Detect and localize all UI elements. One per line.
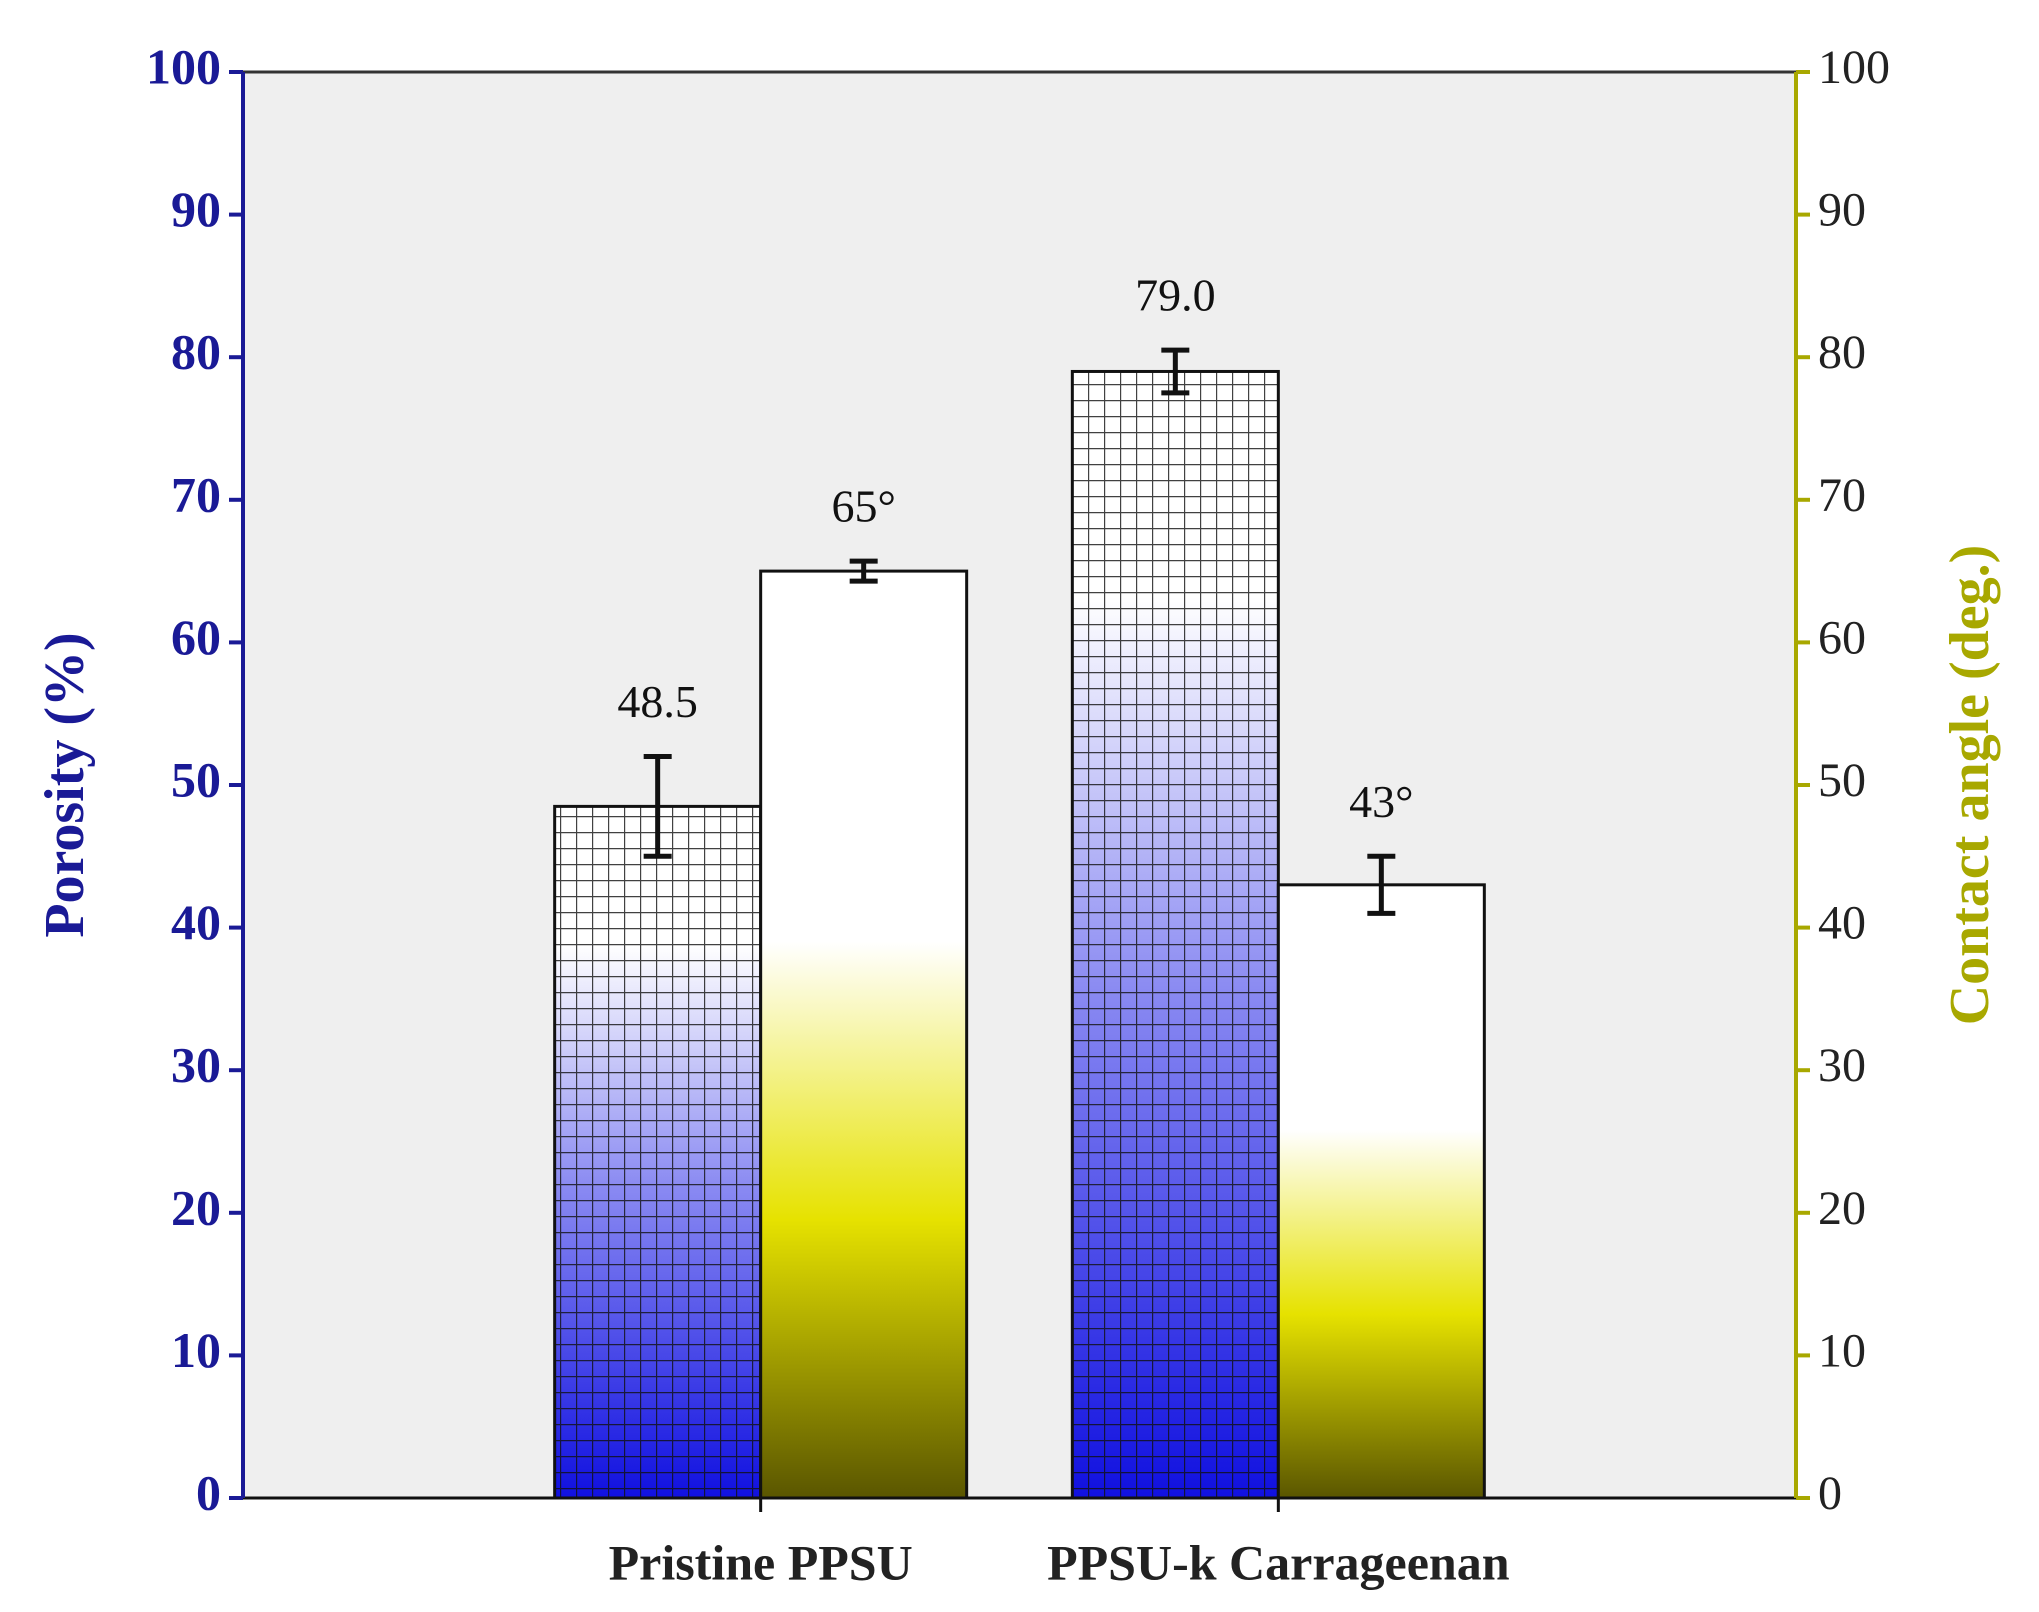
- error-bar: [1161, 347, 1190, 396]
- value-label: 48.5: [617, 676, 698, 727]
- y-tick-label: 30: [171, 1037, 221, 1093]
- y2-tick-label: 60: [1818, 611, 1866, 664]
- y-tick-label: 70: [171, 466, 221, 522]
- value-label: 65°: [831, 481, 895, 532]
- y-tick-label: 90: [171, 181, 221, 237]
- y-tick-label: 0: [196, 1464, 221, 1520]
- y2-tick-label: 30: [1818, 1039, 1866, 1092]
- bar-hatch: [554, 806, 761, 1498]
- plot-area: [243, 72, 1796, 1498]
- x-tick-label: PPSU-k Carrageenan: [1047, 1534, 1510, 1590]
- y-tick-label: 40: [171, 894, 221, 950]
- y2-tick-label: 40: [1818, 897, 1866, 950]
- x-tick-label: Pristine PPSU: [609, 1534, 913, 1590]
- bar: [1276, 883, 1486, 1500]
- y2-tick-label: 20: [1818, 1182, 1866, 1235]
- y-axis-title: Porosity (%): [34, 632, 96, 937]
- y2-tick-label: 50: [1818, 754, 1866, 807]
- value-label: 79.0: [1135, 270, 1216, 321]
- y-tick-label: 20: [171, 1179, 221, 1235]
- y2-tick-label: 90: [1818, 184, 1866, 237]
- y2-tick-label: 70: [1818, 469, 1866, 522]
- error-bar: [643, 753, 672, 859]
- y-tick-label: 80: [171, 324, 221, 380]
- error-bar: [1367, 853, 1396, 916]
- y2-tick-label: 10: [1818, 1324, 1866, 1377]
- y-tick-label: 50: [171, 751, 221, 807]
- error-bar: [849, 558, 878, 584]
- y2-tick-label: 80: [1818, 326, 1866, 379]
- y2-tick-label: 0: [1818, 1467, 1842, 1520]
- y-tick-label: 10: [171, 1322, 221, 1378]
- y-tick-label: 100: [146, 38, 221, 94]
- bar: [759, 569, 969, 1500]
- value-label: 43°: [1349, 776, 1413, 827]
- bar-hatch: [1072, 371, 1279, 1499]
- y2-tick-label: 100: [1818, 41, 1890, 94]
- y-tick-label: 60: [171, 609, 221, 665]
- y2-axis-title: Contact angle (deg.): [1939, 545, 2001, 1026]
